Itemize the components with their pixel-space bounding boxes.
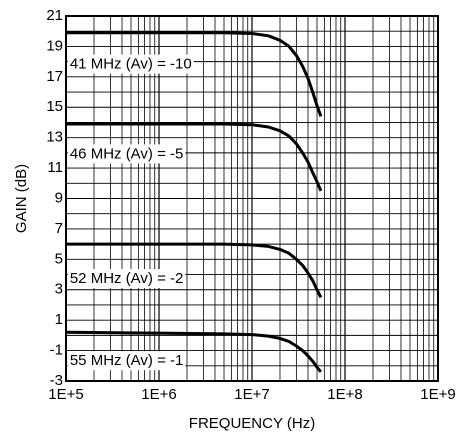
series-curves <box>65 31 323 373</box>
series-line-1 <box>66 31 323 117</box>
annotation-background <box>67 144 186 164</box>
grid <box>66 16 438 381</box>
series-line-2 <box>66 122 323 192</box>
series-line-4 <box>65 330 323 373</box>
y-tick-label: 11 <box>47 159 63 176</box>
annotation-label: 55 MHz (Av) = -1 <box>70 352 184 369</box>
annotation-background <box>67 351 186 371</box>
series-line-3 <box>66 242 323 299</box>
y-axis-label: GAIN (dB) <box>13 164 30 233</box>
y-tick-label: 1 <box>55 311 63 328</box>
y-tick-label: -3 <box>50 372 63 389</box>
annotations: 41 MHz (Av) = -10 46 MHz (Av) = -5 52 MHz … <box>67 54 194 371</box>
x-tick-labels: 1E+5 1E+6 1E+7 1E+8 1E+9 <box>48 386 455 403</box>
x-tick-label: 1E+9 <box>420 386 455 403</box>
annotation-background <box>67 269 186 289</box>
y-tick-label: 9 <box>55 189 63 206</box>
annotation-background <box>67 54 194 74</box>
y-tick-label: 3 <box>55 281 63 298</box>
annotation-label: 52 MHz (Av) = -2 <box>70 270 184 287</box>
annotation-label: 41 MHz (Av) = -10 <box>70 56 192 73</box>
y-tick-label: 15 <box>46 98 63 115</box>
y-tick-label: 7 <box>55 220 63 237</box>
y-tick-label: 19 <box>46 37 63 54</box>
y-tick-label: 21 <box>46 7 63 24</box>
y-tick-labels: 21 19 17 15 13 11 9 7 5 3 1 -1 -3 <box>46 7 63 389</box>
plot-frame <box>65 15 439 382</box>
x-tick-label: 1E+5 <box>48 386 83 403</box>
x-tick-label: 1E+8 <box>327 386 362 403</box>
y-tick-label: 17 <box>46 68 63 85</box>
y-tick-label: 13 <box>46 129 63 146</box>
y-tick-label: 5 <box>55 250 63 267</box>
x-tick-label: 1E+7 <box>234 386 269 403</box>
y-tick-label: -1 <box>50 342 63 359</box>
x-axis-label: FREQUENCY (Hz) <box>189 415 315 432</box>
annotation-label: 46 MHz (Av) = -5 <box>70 145 184 162</box>
x-tick-label: 1E+6 <box>141 386 176 403</box>
